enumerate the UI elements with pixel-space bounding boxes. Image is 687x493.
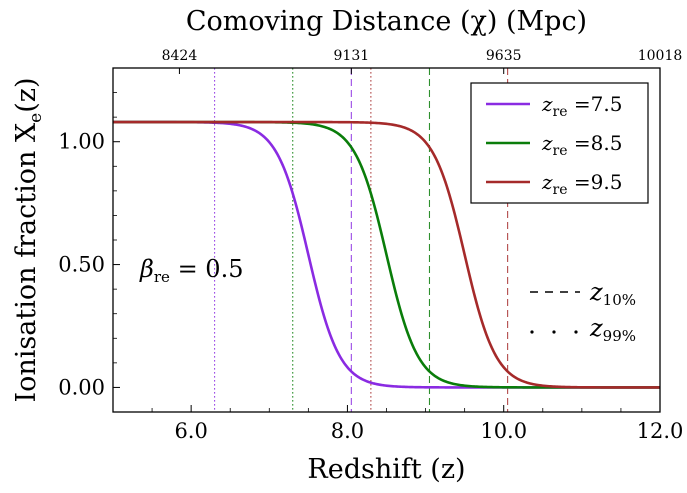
reference-lines	[214, 68, 509, 412]
legend-z: z	[541, 92, 553, 116]
style-key-label-0: z10%	[589, 278, 636, 309]
beta-sub: re	[154, 268, 170, 286]
y-tick-label-2: 1.00	[58, 130, 105, 154]
beta-annotation: βre = 0.5	[139, 255, 243, 286]
x-tick-label-1: 8.0	[331, 419, 364, 443]
legend-sub: re	[553, 182, 568, 198]
top-tick-label-3: 10018	[638, 48, 683, 64]
y-axis-title-sub: e	[26, 113, 46, 123]
y-axis-title-main: Ionisation fraction X	[11, 122, 42, 402]
style-key-sub: 10%	[603, 291, 636, 309]
y-axis-title-arg: (z)	[11, 77, 42, 112]
beta-symbol: β	[139, 255, 154, 283]
style-key-z: z	[589, 278, 603, 306]
style-key-dot-1	[552, 330, 556, 334]
legend-sub: re	[553, 143, 568, 159]
axis-ticks	[112, 67, 661, 413]
top-tick-label-2: 9635	[486, 48, 522, 64]
style-key-dot-0	[530, 330, 534, 334]
y-tick-label-1: 0.50	[58, 253, 105, 277]
legend-label-0: zre =7.5	[541, 92, 622, 120]
chart-text: 6.0 8.0 10.0 12.0 0.00 0.50 1.00 8424 9131 9635 10…	[11, 6, 683, 485]
x-tick-label-2: 10.0	[480, 419, 527, 443]
style-key-dot-2	[574, 330, 578, 334]
top-tick-label-1: 9131	[334, 48, 370, 64]
top-axis-title: Comoving Distance (χ) (Mpc)	[186, 6, 587, 37]
legend-sub: re	[553, 104, 568, 120]
x-tick-label-0: 6.0	[174, 419, 207, 443]
beta-value: = 0.5	[170, 255, 244, 283]
y-tick-label-0: 0.00	[58, 375, 105, 399]
legend-z: z	[541, 170, 553, 194]
legend-value: =8.5	[568, 131, 623, 155]
x-tick-label-3: 12.0	[637, 419, 684, 443]
ionisation-curves	[113, 120, 660, 389]
legend-value: =7.5	[568, 92, 623, 116]
legend-label-1: zre =8.5	[541, 131, 622, 159]
legend-z: z	[541, 131, 553, 155]
top-tick-label-0: 8424	[162, 48, 198, 64]
style-key-label-1: z99%	[589, 314, 636, 345]
curve-series-2	[113, 120, 660, 389]
x-axis-title: Redshift (z)	[307, 454, 465, 485]
style-key-z: z	[589, 314, 603, 342]
legend-value: =9.5	[568, 170, 623, 194]
style-key-sub: 99%	[603, 327, 636, 345]
legend-label-2: zre =9.5	[541, 170, 622, 198]
y-axis-title: Ionisation fraction Xe(z)	[11, 77, 46, 402]
